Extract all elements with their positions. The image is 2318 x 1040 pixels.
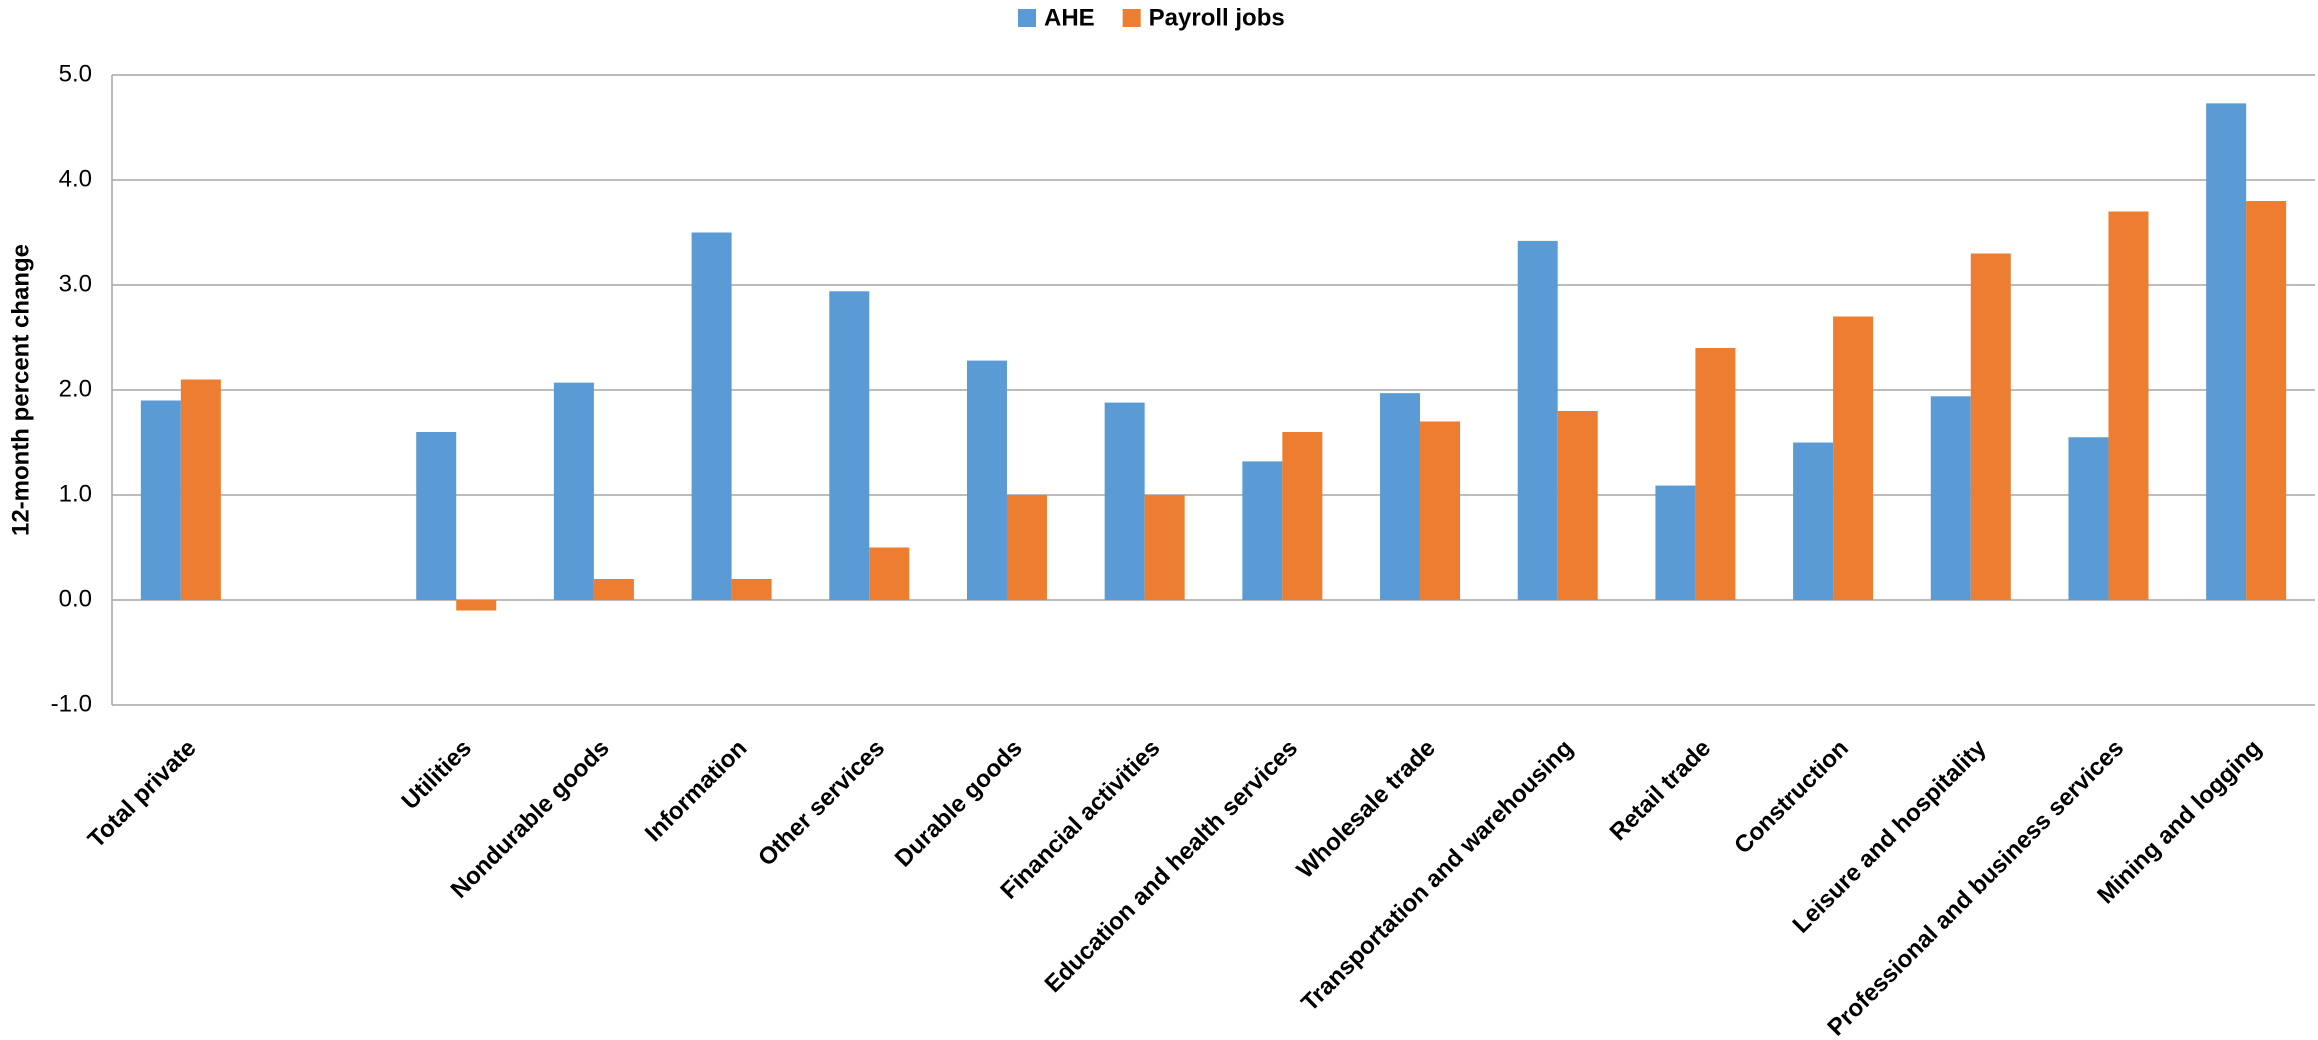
x-tick-label: Construction	[1729, 735, 1854, 860]
y-axis-title: 12-month percent change	[7, 244, 34, 536]
x-tick-label: Nondurable goods	[446, 735, 615, 904]
bar	[1420, 421, 1461, 600]
bar	[593, 579, 634, 600]
bar	[1557, 411, 1598, 600]
y-tick-label: 4.0	[59, 165, 92, 192]
legend-swatch	[1122, 9, 1141, 27]
bar	[1517, 240, 1558, 600]
legend-swatch	[1018, 9, 1036, 27]
x-tick-label: Utilities	[397, 735, 477, 815]
x-tick-label: Retail trade	[1605, 735, 1717, 847]
x-tick-label: Wholesale trade	[1292, 735, 1441, 884]
y-tick-label: -1.0	[51, 690, 92, 717]
bar	[1006, 495, 1047, 600]
x-tick-label: Information	[640, 735, 752, 847]
bar	[966, 360, 1007, 600]
bar	[1242, 461, 1283, 600]
x-tick-label: Durable goods	[890, 735, 1028, 873]
legend-label: AHE	[1044, 4, 1095, 31]
bar	[869, 547, 910, 600]
bar	[1282, 432, 1323, 600]
bar	[416, 432, 457, 600]
bar	[1695, 348, 1736, 600]
bar	[691, 232, 732, 600]
x-tick-label: Transportation and warehousing	[1296, 735, 1578, 1017]
x-tick-label: Professional and business services	[1822, 735, 2129, 1040]
bar	[1380, 393, 1421, 600]
bar	[2068, 437, 2109, 600]
bar	[1970, 253, 2011, 600]
y-tick-label: 2.0	[59, 375, 92, 402]
bar	[1144, 495, 1185, 600]
bar	[1833, 316, 1874, 600]
y-tick-label: 3.0	[59, 270, 92, 297]
bar	[1930, 396, 1971, 600]
x-tick-label: Total private	[83, 735, 202, 854]
y-tick-label: 0.0	[59, 585, 92, 612]
x-tick-label: Other services	[753, 735, 890, 872]
y-tick-label: 5.0	[59, 60, 92, 87]
bar	[180, 379, 221, 600]
bar	[2246, 201, 2287, 600]
x-tick-label: Education and health services	[1040, 735, 1303, 998]
bar	[1104, 402, 1145, 600]
bar	[1655, 485, 1696, 600]
bar	[1793, 442, 1834, 600]
legend-label: Payroll jobs	[1149, 4, 1285, 31]
bar	[2206, 103, 2247, 600]
bar	[456, 600, 497, 611]
bar	[731, 579, 772, 600]
y-tick-label: 1.0	[59, 480, 92, 507]
bar	[553, 382, 594, 600]
bar	[829, 291, 870, 600]
bar	[2108, 211, 2149, 600]
bar	[140, 400, 181, 600]
